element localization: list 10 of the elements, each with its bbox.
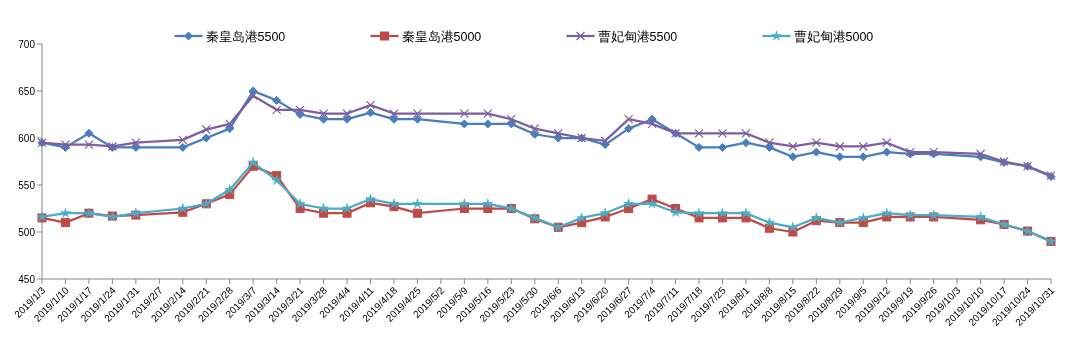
y-tick-label: 600 — [18, 133, 36, 144]
y-tick-label: 550 — [18, 180, 36, 191]
legend-label: 秦皇岛港5000 — [401, 30, 482, 44]
y-tick-label: 450 — [18, 274, 36, 285]
y-tick-label: 650 — [18, 86, 36, 97]
y-tick-label: 500 — [18, 227, 36, 238]
legend-label: 曹妃甸港5000 — [793, 30, 874, 44]
y-tick-label: 700 — [18, 39, 36, 50]
legend-label: 曹妃甸港5500 — [597, 30, 678, 44]
legend-label: 秦皇岛港5500 — [205, 30, 286, 44]
